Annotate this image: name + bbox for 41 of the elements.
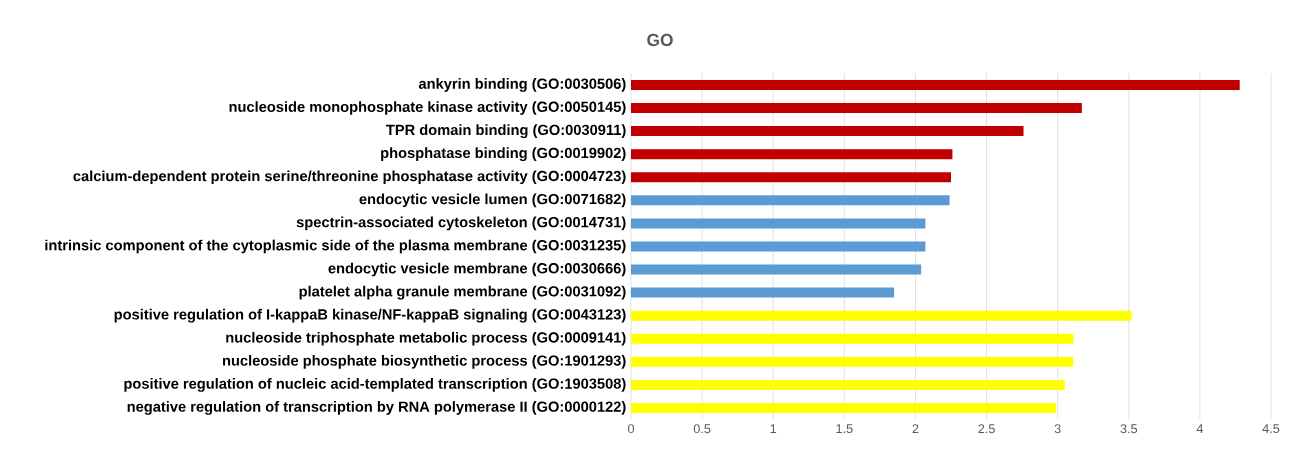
bar xyxy=(631,195,950,206)
y-tick-label: calcium-dependent protein serine/threonine phosphatase activity (GO:0004723) xyxy=(73,170,626,185)
x-tick-label: 4 xyxy=(1196,424,1204,433)
x-tick-label: 2.5 xyxy=(978,424,995,434)
y-tick-label: platelet alpha granule membrane (GO:0031092) xyxy=(299,285,626,300)
x-tick-label: 3.5 xyxy=(1120,424,1138,434)
bar xyxy=(631,172,951,183)
bar xyxy=(631,379,1065,390)
x-tick-label: 1.5 xyxy=(836,424,853,434)
y-tick-label: nucleoside phosphate biosynthetic process (GO:1901293) xyxy=(222,354,626,369)
y-tick-label: positive regulation of nucleic acid-templated transcription (GO:1903508) xyxy=(124,378,626,392)
y-tick-label: TPR domain binding (GO:0030911) xyxy=(386,124,626,138)
bar xyxy=(631,287,895,298)
bar xyxy=(631,103,1082,114)
bar xyxy=(631,241,926,252)
x-tick-label: 4.5 xyxy=(1262,424,1280,434)
x-tick-label: 0.5 xyxy=(693,424,711,434)
y-tick-label: nucleoside triphosphate metabolic process (GO:0009141) xyxy=(226,331,626,346)
y-tick-label: endocytic vesicle lumen (GO:0071682) xyxy=(359,193,626,208)
y-tick-label: phosphatase binding (GO:0019902) xyxy=(381,147,626,162)
bar xyxy=(631,218,926,229)
bar xyxy=(631,264,922,275)
y-tick-label: positive regulation of I-kappaB kinase/NF-kappaB signaling (GO:0043123) xyxy=(114,308,626,323)
chart-title: GO xyxy=(647,33,673,47)
y-tick-label: intrinsic component of the cytoplasmic side of the plasma membrane (GO:0031235) xyxy=(45,239,626,254)
bar xyxy=(631,310,1132,321)
bar xyxy=(631,333,1074,344)
bar xyxy=(631,126,1024,137)
x-tick-label: 2 xyxy=(912,424,919,434)
bar xyxy=(631,149,953,160)
x-tick-label: 0 xyxy=(627,424,635,434)
y-tick-label: endocytic vesicle membrane (GO:0030666) xyxy=(328,262,626,277)
y-tick-label: ankyrin binding (GO:0030506) xyxy=(418,78,626,92)
y-tick-label: negative regulation of transcription by RNA polymerase II (GO:0000122) xyxy=(127,401,626,415)
x-tick-label: 1 xyxy=(770,424,777,433)
x-tick-label: 3 xyxy=(1054,424,1061,434)
y-tick-label: spectrin-associated cytoskeleton (GO:0014731) xyxy=(296,216,626,231)
y-tick-label: nucleoside monophosphate kinase activity (GO:0050145) xyxy=(229,101,626,115)
bar xyxy=(631,402,1057,413)
bar xyxy=(631,356,1074,367)
bar xyxy=(631,79,1240,90)
